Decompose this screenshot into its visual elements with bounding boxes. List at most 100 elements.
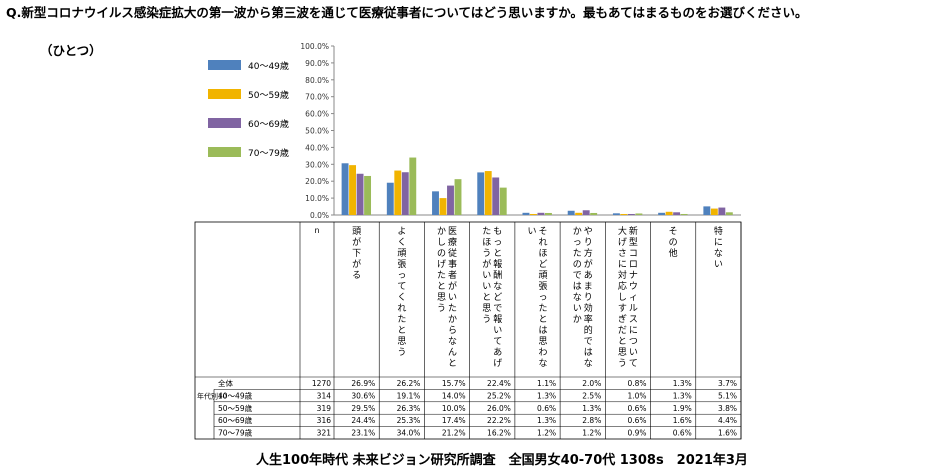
table-cell: 3.8% [718, 404, 737, 413]
bar [364, 175, 372, 215]
bar [499, 187, 507, 215]
bar [673, 212, 681, 215]
table-cell: 22.2% [487, 416, 511, 425]
legend-label: 40〜49歳 [248, 60, 289, 72]
bar [575, 212, 583, 215]
legend-swatch [208, 89, 241, 99]
table-cell: 1.3% [537, 416, 556, 425]
bar [620, 213, 628, 215]
table-cell: 10.0% [442, 404, 466, 413]
table-cell: 1.6% [673, 416, 692, 425]
table-cell-n: 1270 [312, 379, 331, 388]
table-cell: 0.6% [673, 429, 692, 438]
category-label: 特にない [714, 225, 723, 270]
table-cell-n: 316 [317, 416, 332, 425]
bar [530, 213, 537, 215]
table-cell: 0.9% [627, 429, 646, 438]
bar [710, 208, 718, 215]
table-row-label: 全体 [218, 378, 233, 388]
table-cell: 14.0% [442, 391, 466, 400]
table-cell: 15.7% [442, 379, 466, 388]
category-label: その他 [669, 226, 678, 259]
bar [341, 163, 349, 215]
bar [492, 177, 500, 215]
table-cell: 25.3% [397, 416, 421, 425]
table-cell: 25.2% [487, 391, 511, 400]
bar [484, 171, 492, 215]
bar [725, 212, 733, 215]
bar [454, 179, 462, 215]
table-cell: 1.1% [537, 379, 556, 388]
table-cell: 24.4% [351, 416, 375, 425]
table-cell: 1.3% [582, 404, 601, 413]
y-tick-label: 70.0% [305, 93, 329, 102]
table-cell: 26.0% [487, 404, 511, 413]
bar [394, 170, 402, 215]
table-cell: 21.2% [442, 429, 466, 438]
legend-label: 50〜59歳 [248, 89, 289, 101]
bar [665, 211, 673, 215]
category-label: やり方があまり効率的ではなかったのではないか [573, 226, 593, 369]
y-tick-label: 80.0% [305, 76, 329, 85]
category-label: 頭が下がる [352, 226, 361, 281]
table-cell-n: 319 [317, 404, 332, 413]
y-tick-label: 10.0% [305, 194, 329, 203]
table-cell-n: 321 [317, 429, 332, 438]
bar [612, 213, 620, 215]
category-label: それほど頑張ったとは思わない [527, 226, 547, 369]
table-cell: 0.6% [627, 404, 646, 413]
table-cell: 0.8% [627, 379, 646, 388]
table-cell: 2.8% [582, 416, 601, 425]
table-cell: 1.2% [582, 429, 601, 438]
table-cell: 2.5% [582, 391, 601, 400]
legend-label: 60〜69歳 [248, 118, 289, 130]
bar [356, 173, 364, 215]
table-cell: 1.6% [718, 429, 737, 438]
bar [703, 206, 711, 215]
bar [627, 213, 635, 215]
table-border [194, 221, 742, 440]
table-cell: 2.0% [582, 379, 601, 388]
table-cell: 26.2% [397, 379, 421, 388]
y-tick-label: 30.0% [305, 160, 329, 169]
table-cell: 29.5% [351, 404, 375, 413]
table-cell: 30.6% [351, 391, 375, 400]
y-tick-label: 60.0% [305, 110, 329, 119]
bar [432, 191, 439, 215]
bar [447, 185, 454, 215]
table-cell: 34.0% [397, 429, 421, 438]
question-text: Q.新型コロナウイルス感染症拡大の第一波から第三波を通じて医療従事者についてはど… [6, 5, 808, 20]
table-cell: 1.9% [673, 404, 692, 413]
table-row-label: 70〜79歳 [218, 428, 253, 438]
y-tick-label: 50.0% [305, 127, 329, 136]
table-cell: 19.1% [397, 391, 421, 400]
y-tick-label: 90.0% [305, 59, 329, 68]
y-tick-label: 100.0% [300, 42, 329, 51]
table-cell: 5.1% [718, 391, 737, 400]
bar [545, 212, 552, 215]
table-cell: 0.6% [627, 416, 646, 425]
bar [680, 213, 688, 215]
table-cell: 26.3% [397, 404, 421, 413]
table-cell: 1.3% [673, 379, 692, 388]
y-tick-label: 0.0% [310, 211, 329, 220]
table-cell: 0.6% [537, 404, 556, 413]
table-cell: 1.3% [537, 391, 556, 400]
bar [537, 212, 545, 215]
bar [477, 172, 485, 215]
table-row-label: 60〜69歳 [218, 415, 253, 425]
table-cell: 1.3% [673, 391, 692, 400]
table-row-label: 50〜59歳 [218, 403, 253, 413]
legend-swatch [208, 147, 241, 157]
table-row-label: 40〜49歳 [218, 390, 253, 400]
table-cell: 1.0% [627, 391, 646, 400]
bar [439, 198, 447, 215]
table-cell: 1.2% [537, 429, 556, 438]
y-tick-label: 20.0% [305, 177, 329, 186]
table-cell: 4.4% [718, 416, 737, 425]
table-cell: 22.4% [487, 379, 511, 388]
legend-swatch [208, 118, 241, 128]
table-cell: 16.2% [487, 429, 511, 438]
bar [635, 213, 643, 215]
y-tick-label: 40.0% [305, 143, 329, 152]
